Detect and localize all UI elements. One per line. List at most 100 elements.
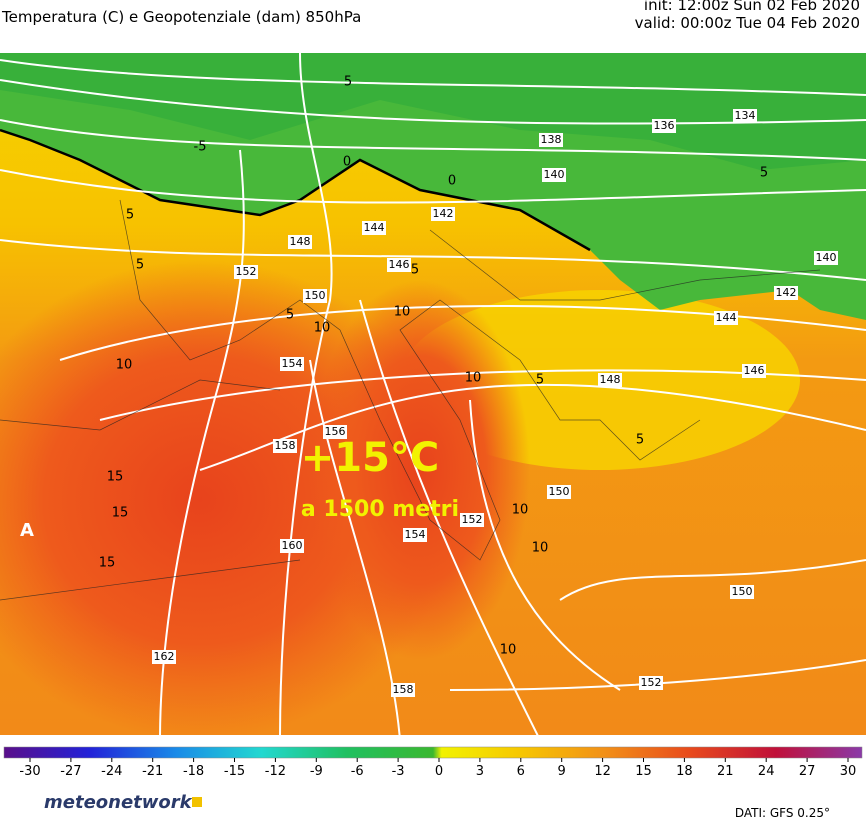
colorbar-label: -30 (19, 764, 40, 779)
height-label-box (460, 513, 484, 527)
temperature-label: 5 (760, 166, 768, 181)
temperature-label: 0 (448, 174, 456, 189)
temperature-label: 5 (411, 263, 419, 278)
subline: a 1500 metri (301, 497, 459, 522)
temperature-label: 0 (343, 155, 351, 170)
colorbar-label: 24 (758, 764, 775, 779)
height-label: 140 (544, 168, 565, 181)
temperature-label: 10 (512, 503, 529, 518)
colorbar-label: -21 (142, 764, 163, 779)
height-label-box (403, 528, 427, 542)
height-label: 150 (305, 289, 326, 302)
height-label-box (542, 168, 566, 182)
height-label-box (431, 207, 455, 221)
height-label-box (288, 235, 312, 249)
colorbar-label: -9 (310, 764, 323, 779)
height-label-box (639, 676, 663, 690)
colorbar-label: 3 (476, 764, 484, 779)
height-label-box (539, 133, 563, 147)
temperature-label: 5 (126, 208, 134, 223)
colorbar-label: 0 (435, 764, 443, 779)
data-source: DATI: GFS 0.25° (735, 806, 830, 819)
height-label: 154 (282, 357, 303, 370)
map-field (0, 53, 866, 735)
height-label-box (362, 221, 386, 235)
colorbar-label: 15 (635, 764, 652, 779)
colorbar-label: -15 (224, 764, 245, 779)
height-label: 144 (716, 311, 737, 324)
colorbar-label: 12 (594, 764, 611, 779)
height-label: 154 (405, 528, 426, 541)
height-label-box (547, 485, 571, 499)
temperature-label: 5 (536, 373, 544, 388)
height-label-box (152, 650, 176, 664)
height-label: 148 (600, 373, 621, 386)
height-label: 144 (364, 221, 385, 234)
height-label-box (814, 251, 838, 265)
temperature-label: 15 (99, 556, 116, 571)
temperature-label: 10 (465, 371, 482, 386)
height-label-box (774, 286, 798, 300)
height-label-box (234, 265, 258, 279)
temperature-label: 5 (286, 308, 294, 323)
temperature-label: -5 (194, 140, 207, 155)
temperature-label: 10 (116, 358, 133, 373)
height-label: 142 (776, 286, 797, 299)
colorbar-label: 30 (840, 764, 857, 779)
temperature-label: 15 (107, 470, 124, 485)
height-label-box (273, 439, 297, 453)
init-time: init: 12:00z Sun 02 Feb 2020 (643, 0, 860, 14)
height-label: 138 (541, 133, 562, 146)
colorbar-label: -18 (183, 764, 204, 779)
height-label: 148 (290, 235, 311, 248)
height-label-box (733, 109, 757, 123)
valid-time: valid: 00:00z Tue 04 Feb 2020 (634, 14, 860, 32)
height-label: 162 (154, 650, 175, 663)
colorbar-label: 6 (517, 764, 525, 779)
height-label-box (598, 373, 622, 387)
colorbar-label: -27 (60, 764, 81, 779)
height-label-box (391, 683, 415, 697)
height-label: 152 (236, 265, 257, 278)
height-label: 150 (732, 585, 753, 598)
colorbar-label: -3 (392, 764, 405, 779)
height-label: 158 (275, 439, 296, 452)
colorbar-label: -24 (101, 764, 122, 779)
height-label: 160 (282, 539, 303, 552)
temperature-label: 15 (112, 506, 129, 521)
logo: meteonetwork (44, 792, 193, 813)
temperature-label: 10 (394, 305, 411, 320)
headline: +15°C (301, 435, 440, 481)
height-label-box (280, 539, 304, 553)
height-label: 142 (433, 207, 454, 220)
height-label-box (323, 425, 347, 439)
temperature-label: 5 (636, 433, 644, 448)
height-label-box (742, 364, 766, 378)
title: Temperatura (C) e Geopotenziale (dam) 85… (2, 8, 362, 26)
temperature-label: 5 (136, 258, 144, 273)
colorbar-label: 9 (558, 764, 566, 779)
height-label: 136 (654, 119, 675, 132)
colorbar-label: 18 (676, 764, 693, 779)
colorbar-label: 21 (717, 764, 734, 779)
height-label: 134 (735, 109, 756, 122)
height-label: 152 (641, 676, 662, 689)
colorbar-label: 27 (799, 764, 816, 779)
height-label: 156 (325, 425, 346, 438)
height-label-box (652, 119, 676, 133)
height-label: 152 (462, 513, 483, 526)
colorbar-label: -6 (351, 764, 364, 779)
temperature-label: 10 (500, 643, 517, 658)
colorbar (3, 746, 863, 759)
height-label: 146 (744, 364, 765, 377)
temperature-label: 5 (344, 75, 352, 90)
height-label: 146 (389, 258, 410, 271)
height-label-box (280, 357, 304, 371)
temperature-label: 10 (532, 541, 549, 556)
high-marker: A (20, 520, 34, 541)
height-label-box (387, 258, 411, 272)
height-label-box (303, 289, 327, 303)
height-label: 140 (816, 251, 837, 264)
